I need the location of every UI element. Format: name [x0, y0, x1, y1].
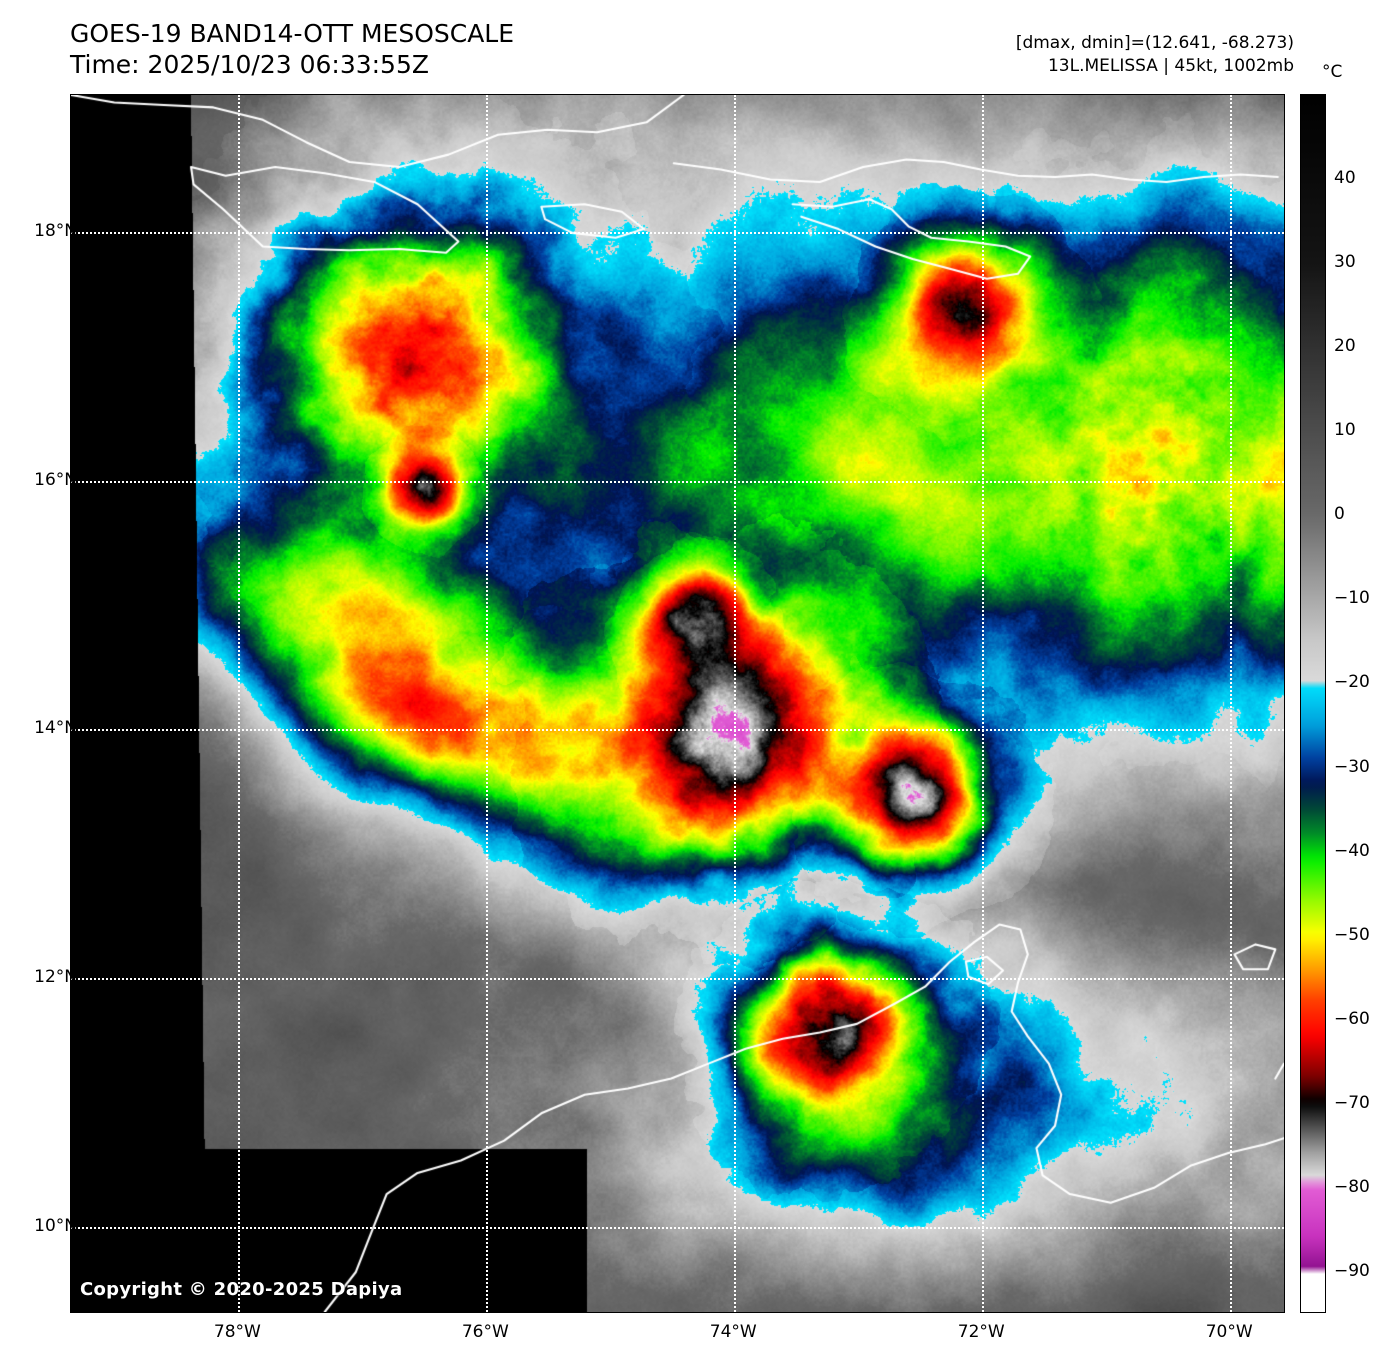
- colorbar-tick-9: −50: [1334, 924, 1370, 945]
- satellite-image-plot: [70, 94, 1285, 1313]
- dmax-dmin-label: [dmax, dmin]=(12.641, -68.273): [1015, 33, 1294, 53]
- x-tick-label-1: 76°W: [461, 1322, 509, 1342]
- colorbar-tick-0: 40: [1334, 168, 1356, 189]
- x-tick-label-0: 78°W: [213, 1322, 261, 1342]
- colorbar-tick-3: 10: [1334, 420, 1356, 441]
- x-tick-label-4: 70°W: [1205, 1322, 1253, 1342]
- title-block: GOES-19 BAND14-OTT MESOSCALE Time: 2025/…: [70, 18, 514, 80]
- metadata-block: [dmax, dmin]=(12.641, -68.273) 13L.MELIS…: [1016, 32, 1294, 78]
- storm-info-label: 13L.MELISSA | 45kt, 1002mb: [1047, 56, 1294, 76]
- timestamp-label: Time: 2025/10/23 06:33:55Z: [70, 50, 429, 79]
- y-tick-label-1: 16°N: [34, 469, 77, 490]
- colorbar: [1300, 94, 1326, 1313]
- colorbar-tick-11: −70: [1334, 1092, 1370, 1113]
- colorbar-gradient: [1301, 95, 1325, 1312]
- y-tick-label-2: 14°N: [34, 718, 77, 739]
- x-tick-label-2: 74°W: [709, 1322, 757, 1342]
- colorbar-unit-label: °C: [1322, 62, 1343, 82]
- colorbar-tick-7: −30: [1334, 756, 1370, 777]
- colorbar-tick-10: −60: [1334, 1008, 1370, 1029]
- colorbar-tick-2: 20: [1334, 336, 1356, 357]
- colorbar-tick-13: −90: [1334, 1260, 1370, 1281]
- y-tick-label-3: 12°N: [34, 967, 77, 988]
- y-tick-label-4: 10°N: [34, 1215, 77, 1236]
- y-tick-label-0: 18°N: [34, 220, 77, 241]
- colorbar-tick-1: 30: [1334, 252, 1356, 273]
- colorbar-tick-12: −80: [1334, 1176, 1370, 1197]
- satellite-imagery-canvas: [71, 95, 1284, 1312]
- copyright-label: Copyright © 2020-2025 Dapiya: [80, 1279, 403, 1300]
- colorbar-tick-6: −20: [1334, 672, 1370, 693]
- page-title: GOES-19 BAND14-OTT MESOSCALE: [70, 19, 515, 48]
- colorbar-tick-8: −40: [1334, 840, 1370, 861]
- colorbar-tick-5: −10: [1334, 588, 1370, 609]
- x-tick-label-3: 72°W: [957, 1322, 1005, 1342]
- colorbar-tick-4: 0: [1334, 504, 1345, 525]
